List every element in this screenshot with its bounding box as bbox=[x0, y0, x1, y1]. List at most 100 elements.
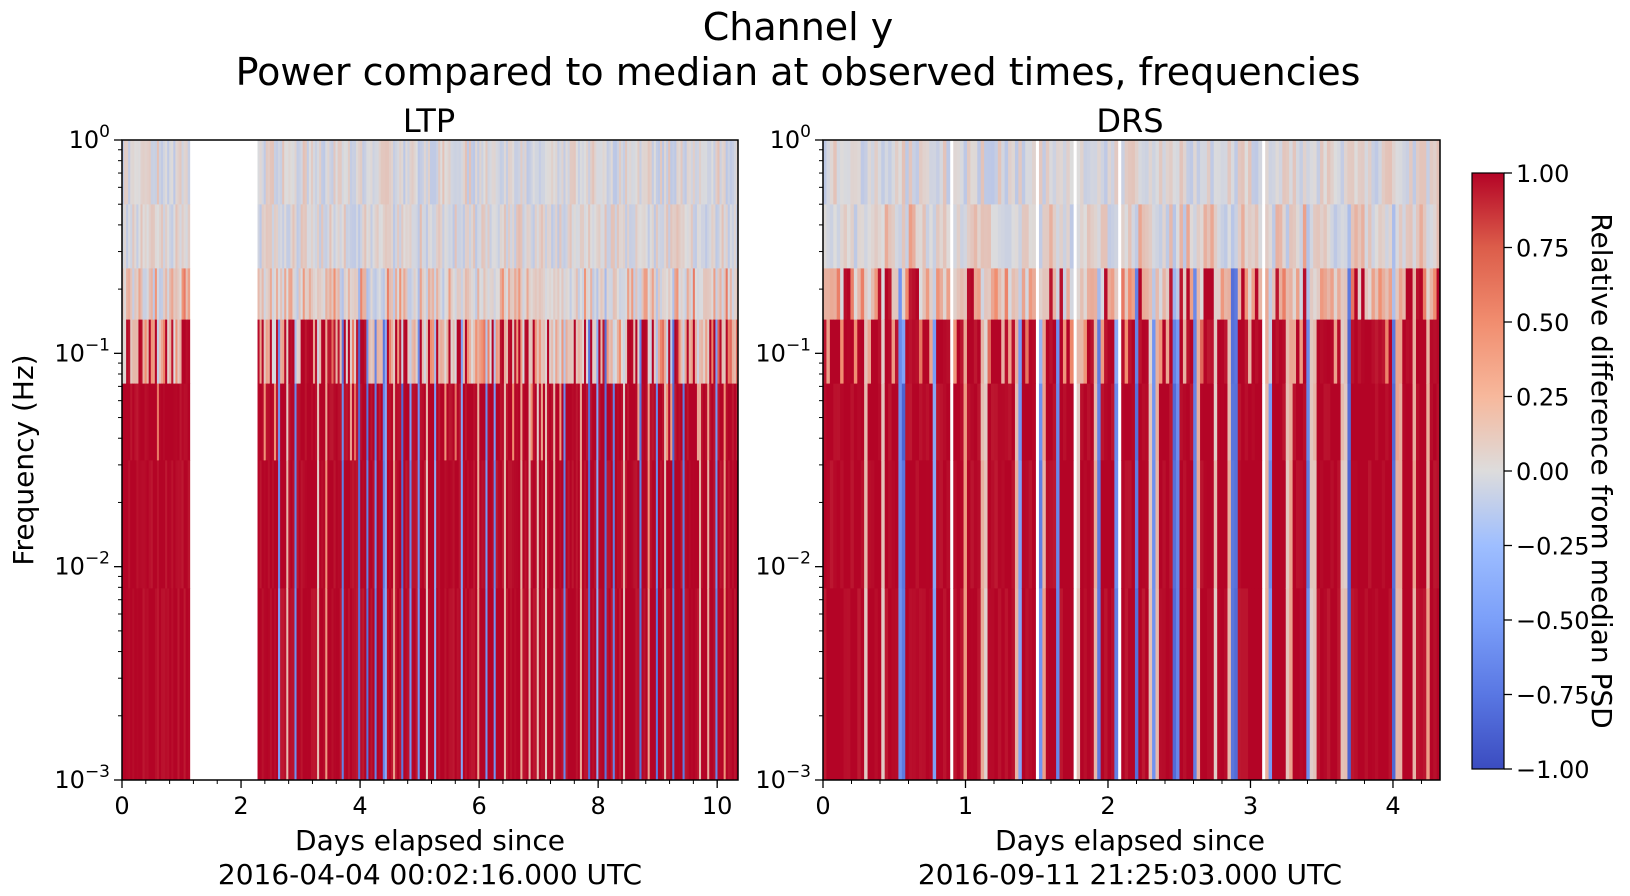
drs-heatmap-cell bbox=[1340, 204, 1345, 269]
ltp-heatmap-cell bbox=[592, 383, 595, 461]
drs-heatmap-cell bbox=[1323, 268, 1328, 320]
drs-heatmap-cell bbox=[915, 268, 920, 320]
ltp-heatmap-cell bbox=[150, 140, 154, 205]
ltp-heatmap-cell bbox=[413, 140, 417, 205]
ltp-heatmap-cell bbox=[325, 588, 328, 781]
ltp-heatmap-cell bbox=[140, 319, 143, 384]
ltp-heatmap-cell bbox=[524, 588, 527, 781]
ltp-heatmap-cell bbox=[581, 204, 585, 269]
drs-heatmap-cell bbox=[829, 383, 834, 461]
ltp-heatmap-cell bbox=[491, 204, 495, 269]
drs-heatmap-cell bbox=[826, 383, 831, 461]
ltp-heatmap-cell bbox=[278, 268, 281, 320]
drs-heatmap-cell bbox=[1124, 268, 1129, 320]
drs-heatmap-cell bbox=[846, 319, 851, 384]
ltp-heatmap-cell bbox=[257, 588, 260, 781]
ltp-heatmap-cell bbox=[308, 319, 312, 384]
ltp-heatmap-cell bbox=[380, 460, 384, 589]
ltp-heatmap-cell bbox=[368, 460, 371, 589]
ltp-heatmap-cell bbox=[534, 204, 538, 269]
ltp-xtick-label: 0 bbox=[114, 792, 129, 820]
ltp-heatmap-cell bbox=[479, 383, 482, 461]
drs-heatmap-cell bbox=[857, 383, 862, 461]
ltp-heatmap-cell bbox=[376, 319, 380, 384]
ltp-heatmap-cell bbox=[263, 383, 267, 461]
drs-heatmap-cell bbox=[977, 204, 982, 269]
ltp-heatmap-cell bbox=[723, 319, 727, 384]
ltp-heatmap-cell bbox=[434, 319, 437, 384]
ltp-heatmap-cell bbox=[446, 588, 449, 781]
ltp-heatmap-cell bbox=[690, 319, 694, 384]
ltp-heatmap-cell bbox=[567, 204, 571, 269]
ltp-heatmap-cell bbox=[427, 460, 431, 589]
drs-heatmap-cell bbox=[1282, 268, 1287, 320]
drs-heatmap-cell bbox=[1436, 268, 1441, 320]
ltp-heatmap-cell bbox=[393, 460, 396, 589]
ltp-heatmap-cell bbox=[670, 319, 673, 384]
ltp-heatmap-cell bbox=[485, 268, 488, 320]
ltp-heatmap-cell bbox=[278, 460, 281, 589]
drs-heatmap-cell bbox=[1021, 268, 1026, 320]
ltp-heatmap-cell bbox=[403, 268, 406, 320]
ltp-heatmap-cell bbox=[356, 383, 359, 461]
ltp-heatmap-cell bbox=[672, 319, 675, 384]
drs-heatmap-cell bbox=[990, 588, 995, 781]
ltp-heatmap-cell bbox=[512, 319, 515, 384]
drs-heatmap-cell bbox=[1090, 319, 1095, 384]
ltp-heatmap-cell bbox=[709, 460, 712, 589]
drs-heatmap-cell bbox=[953, 383, 958, 461]
ltp-heatmap-cell bbox=[321, 460, 324, 589]
ltp-heatmap-cell bbox=[362, 268, 365, 320]
drs-heatmap-cell bbox=[1296, 588, 1300, 781]
drs-heatmap-cell bbox=[1368, 460, 1372, 589]
ltp-heatmap-cell bbox=[142, 588, 145, 781]
ltp-heatmap-cell bbox=[411, 383, 414, 461]
drs-heatmap-cell bbox=[963, 460, 968, 589]
ltp-heatmap-cell bbox=[269, 204, 273, 269]
ltp-heatmap-cell bbox=[140, 383, 143, 461]
drs-heatmap-cell bbox=[826, 268, 831, 320]
ltp-heatmap-cell bbox=[366, 383, 369, 461]
ltp-heatmap-cell bbox=[668, 460, 671, 589]
drs-heatmap-cell bbox=[925, 460, 930, 589]
ltp-heatmap-cell bbox=[733, 268, 737, 320]
ltp-heatmap-cell bbox=[158, 140, 162, 205]
drs-heatmap-cell bbox=[1347, 383, 1352, 461]
drs-heatmap-cell bbox=[1224, 204, 1228, 269]
drs-heatmap-cell bbox=[860, 268, 865, 320]
ltp-heatmap-cell bbox=[713, 588, 716, 781]
drs-heatmap-cell bbox=[1395, 319, 1400, 384]
ltp-heatmap-cell bbox=[130, 460, 133, 589]
ltp-heatmap-cell bbox=[395, 588, 398, 781]
ltp-heatmap-cell bbox=[584, 588, 587, 781]
drs-heatmap-cell bbox=[1278, 588, 1283, 781]
ltp-heatmap-cell bbox=[575, 140, 579, 205]
drs-heatmap-cell bbox=[1155, 383, 1160, 461]
ltp-heatmap-cell bbox=[179, 588, 182, 781]
ltp-heatmap-cell bbox=[633, 383, 636, 461]
ltp-heatmap-cell bbox=[662, 268, 665, 320]
drs-heatmap-cell bbox=[829, 268, 834, 320]
ltp-heatmap-cell bbox=[565, 460, 568, 589]
ltp-heatmap-cell bbox=[413, 588, 417, 781]
ltp-heatmap-cell bbox=[315, 588, 318, 781]
drs-heatmap-cell bbox=[1412, 319, 1417, 384]
ltp-heatmap-cell bbox=[173, 268, 176, 320]
drs-heatmap-cell bbox=[1169, 204, 1174, 269]
ltp-heatmap-cell bbox=[401, 588, 404, 781]
ltp-heatmap-cell bbox=[282, 319, 285, 384]
ltp-heatmap-cell bbox=[323, 383, 326, 461]
ltp-heatmap-cell bbox=[505, 268, 509, 320]
ltp-heatmap-cell bbox=[276, 140, 279, 205]
ltp-heatmap-cell bbox=[639, 460, 642, 589]
ltp-heatmap-cell bbox=[286, 319, 289, 384]
ltp-heatmap-cell bbox=[167, 460, 170, 589]
drs-heatmap-cell bbox=[977, 268, 982, 320]
ltp-heatmap-cell bbox=[300, 383, 304, 461]
drs-heatmap-cell bbox=[1080, 588, 1084, 781]
ltp-heatmap-cell bbox=[360, 460, 363, 589]
ltp-heatmap-cell bbox=[343, 140, 347, 205]
ltp-heatmap-cell bbox=[409, 383, 412, 461]
drs-heatmap-cell bbox=[850, 383, 855, 461]
ltp-heatmap-cell bbox=[271, 319, 275, 384]
